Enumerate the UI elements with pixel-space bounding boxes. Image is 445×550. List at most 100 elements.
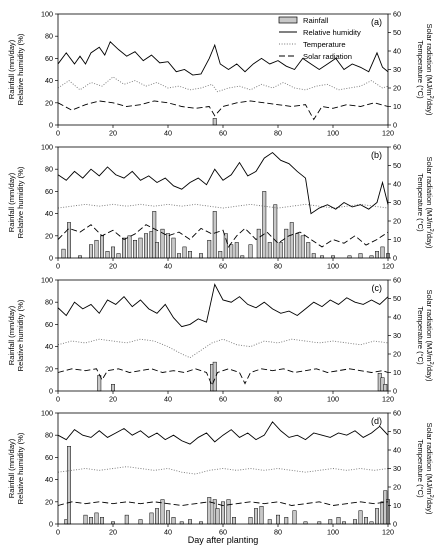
y-tick-label: 40 (45, 475, 53, 484)
y2-tick-label: 10 (393, 501, 401, 510)
panel-label: (a) (371, 17, 382, 27)
y2-tick-label: 40 (393, 313, 401, 322)
y2-tick-label: 50 (393, 161, 401, 170)
y2-tick-label: 20 (393, 483, 401, 492)
rainfall-bar (234, 242, 239, 259)
rainfall-bar (138, 237, 143, 259)
y-tick-label: 20 (45, 231, 53, 240)
x-tick-label: 40 (164, 395, 172, 404)
rainfall-bar (226, 499, 231, 525)
y2-axis-label-temperature: Temperature (°C) (416, 173, 425, 232)
rainfall-bar (212, 118, 217, 126)
y2-tick-label: 60 (393, 143, 401, 152)
x-tick-label: 0 (56, 129, 60, 138)
rainfall-bar (94, 239, 99, 259)
rainfall-bar (229, 244, 234, 259)
rainfall-bar (353, 519, 357, 525)
x-tick-label: 20 (109, 395, 117, 404)
y-tick-label: 80 (45, 431, 53, 440)
rainfall-bar (311, 253, 316, 259)
y-tick-label: 20 (45, 497, 53, 506)
rainfall-bar (199, 253, 203, 259)
y2-tick-label: 60 (393, 10, 401, 19)
rainfall-bar (364, 517, 368, 525)
temperature-line (57, 76, 389, 93)
y2-tick-label: 20 (393, 217, 401, 226)
y2-axis-label-temperature: Temperature (°C) (416, 40, 425, 99)
rainfall-bar (105, 251, 110, 259)
x-tick-label: 80 (274, 262, 282, 271)
y2-tick-label: 10 (393, 368, 401, 377)
legend: Rainfall Relative humidity Temperature S… (278, 16, 361, 61)
y2-tick-label: 40 (393, 47, 401, 56)
rainfall-bar (380, 246, 385, 259)
y2-tick-label: 40 (393, 180, 401, 189)
y2-tick-label: 20 (393, 350, 401, 359)
rainfall-bar (188, 519, 192, 525)
rainfall-bar (127, 235, 132, 259)
rainfall-bar (278, 242, 283, 259)
rainfall-bar (383, 384, 388, 392)
y-tick-label: 100 (41, 10, 53, 19)
rainfall-bar (300, 235, 305, 259)
relative-humidity-line (57, 40, 389, 76)
y-axis-label-humidity: Relative humidity (%) (16, 33, 25, 105)
y2-tick-label: 30 (393, 198, 401, 207)
y-axis-label-rainfall: Rainfall (mm/day) (7, 438, 16, 498)
panel-label: (b) (371, 150, 382, 160)
rainfall-bar (218, 251, 223, 259)
rainfall-bar (262, 191, 267, 259)
y2-tick-label: 10 (393, 235, 401, 244)
x-tick-label: 60 (219, 262, 227, 271)
panel-d: 0 20 40 60 80 100 1200204060801000102030405060… (7, 409, 434, 537)
rainfall-bar (89, 517, 93, 525)
x-tick-label: 100 (327, 395, 339, 404)
temperature-line (57, 203, 389, 209)
y2-tick-label: 40 (393, 446, 401, 455)
x-tick-label: 100 (327, 528, 339, 537)
y2-tick-label: 50 (393, 28, 401, 37)
y2-tick-label: 30 (393, 464, 401, 473)
rainfall-bar (212, 361, 217, 392)
y-axis-label-rainfall: Rainfall (mm/day) (7, 39, 16, 99)
y-tick-label: 80 (45, 32, 53, 41)
rainfall-bar (89, 244, 93, 259)
x-tick-label: 0 (56, 528, 60, 537)
y-tick-label: 20 (45, 98, 53, 107)
y-axis-label-humidity: Relative humidity (%) (16, 299, 25, 371)
panel-label: (c) (372, 283, 383, 293)
y2-tick-label: 60 (393, 276, 401, 285)
rainfall-bar (284, 228, 289, 259)
rainfall-bar (207, 497, 212, 525)
solar-radiation-line (57, 501, 389, 506)
rainfall-bar (276, 514, 280, 525)
x-tick-label: 20 (109, 262, 117, 271)
x-tick-label: 120 (382, 528, 394, 537)
rainfall-bar (177, 253, 181, 259)
relative-humidity-line (57, 151, 389, 215)
y2-tick-label: 50 (393, 294, 401, 303)
y-tick-label: 60 (45, 453, 53, 462)
panel-c: 0 20 40 60 80 100 1200204060801000102030405060… (7, 276, 434, 404)
rainfall-bar (188, 251, 192, 259)
rainfall-bar (94, 512, 99, 525)
rainfall-bar (223, 233, 228, 259)
y2-tick-label: 0 (393, 520, 397, 529)
rainfall-bar (273, 204, 278, 259)
chart-panels: 0 20 40 60 80 100 1200204060801000102030405060… (7, 10, 434, 537)
y2-tick-label: 30 (393, 331, 401, 340)
x-tick-label: 60 (219, 129, 227, 138)
rainfall-bar (144, 233, 148, 259)
rainfall-bar (124, 514, 129, 525)
y2-axis-label-solar: Solar radiation (MJ/m2/day) (425, 156, 434, 249)
y2-axis-label-temperature: Temperature (°C) (416, 439, 425, 498)
rainfall-bar (160, 499, 165, 525)
y2-axis-label-solar: Solar radiation (MJ/m2/day) (425, 23, 434, 116)
y-tick-label: 0 (49, 254, 53, 263)
rainfall-bar (149, 512, 154, 525)
x-tick-label: 80 (274, 129, 282, 138)
legend-humidity-label: Relative humidity (303, 28, 361, 37)
rainfall-bar (111, 384, 115, 392)
rainfall-bar (375, 251, 379, 259)
